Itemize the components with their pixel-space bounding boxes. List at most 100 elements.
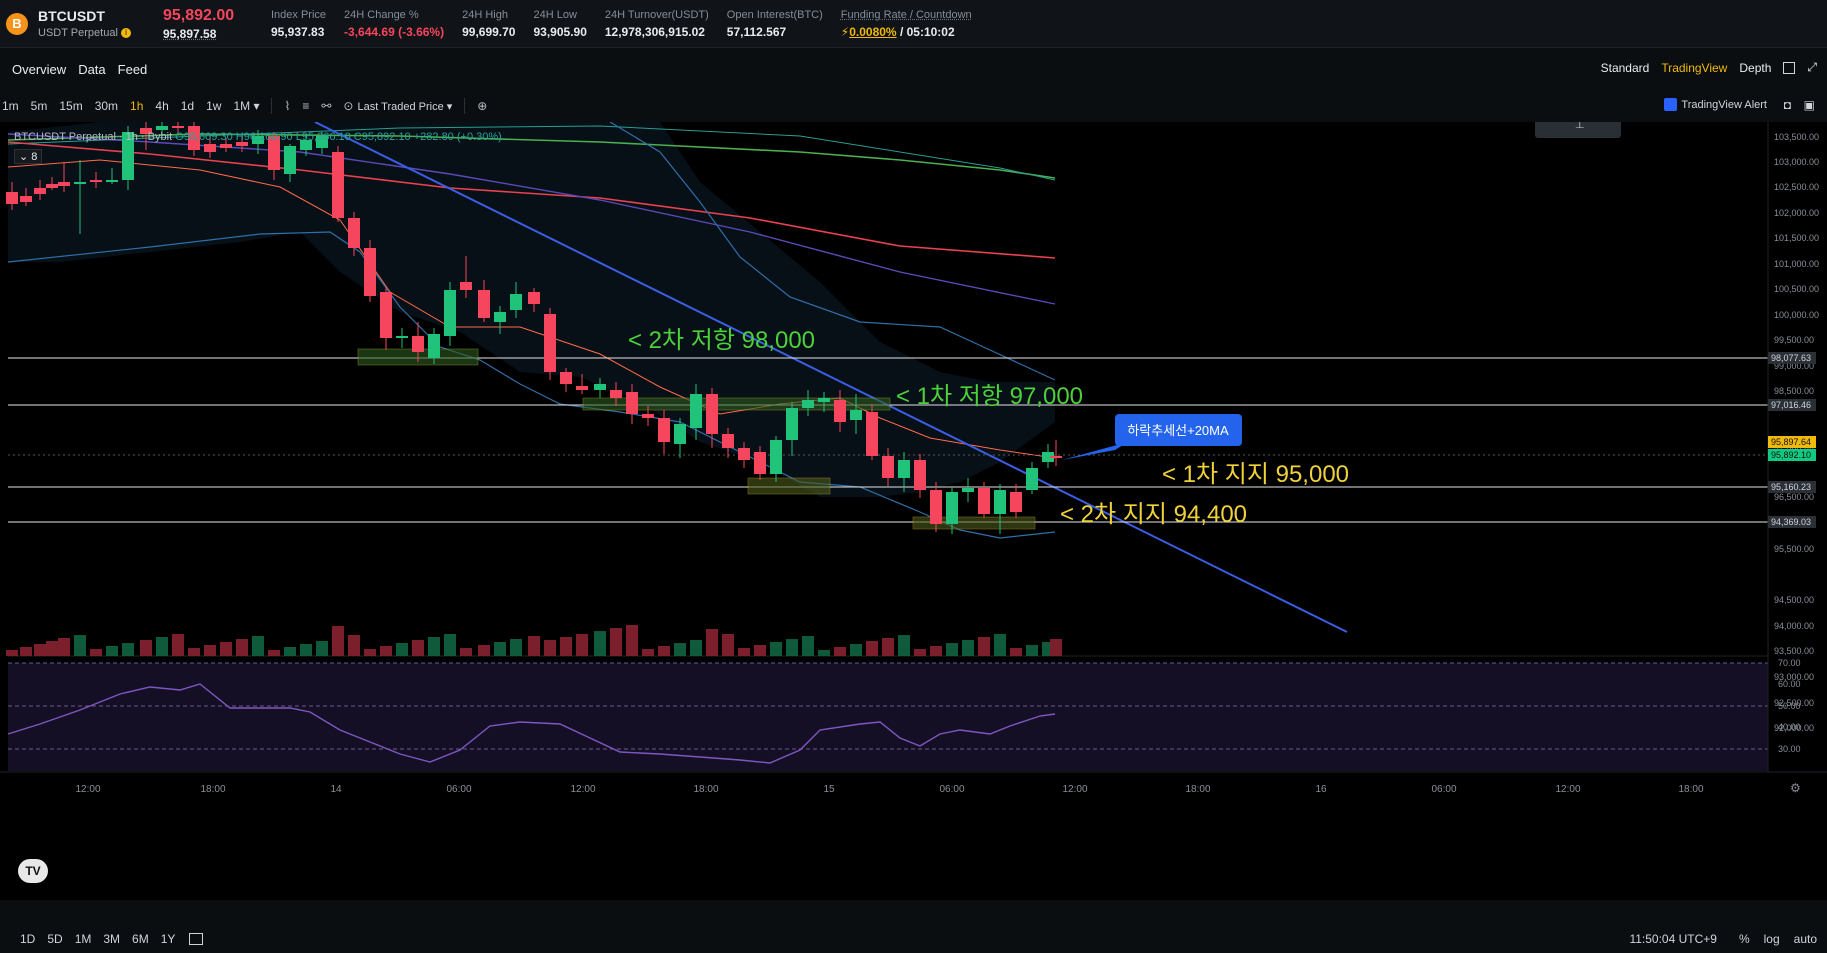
interval-1h[interactable]: 1h [130, 99, 144, 113]
divider [271, 98, 273, 114]
volume-bar [946, 643, 958, 656]
interval-1m[interactable]: 1m [2, 99, 19, 113]
candle-body [380, 292, 392, 338]
price-chart[interactable]: 103,500.00 103,000.00 102,500.00 102,000.00… [0, 106, 1827, 900]
range-1y[interactable]: 1Y [160, 932, 176, 946]
annotation-support-2: < 2차 지지 94,400 [1060, 501, 1247, 528]
candle-body [510, 294, 522, 310]
callout-trend-label: 하락추세선+20MA [1127, 423, 1229, 438]
price-tick-label: 101,500.00 [1774, 233, 1819, 243]
rsi-axis: 70.00 60.00 50.00 40.00 30.00 [1778, 658, 1801, 754]
mark-price[interactable]: 95,897.58 [163, 26, 217, 41]
ma-orange-line [7, 159, 1056, 459]
percent-toggle[interactable]: % [1738, 932, 1750, 946]
volume-bar [58, 638, 70, 656]
candle-body [460, 282, 472, 290]
time-tick-label: 15 [823, 784, 835, 795]
volume-bar [156, 637, 168, 656]
price-tick-label: 94,500.00 [1774, 595, 1814, 605]
candle-body [930, 490, 942, 524]
symbol-selector[interactable]: BTCUSDT USDT Perpetual i [38, 8, 153, 39]
fullscreen-icon[interactable]: ▣ [1803, 98, 1815, 112]
range-3m[interactable]: 3M [103, 932, 121, 946]
candle-body [898, 460, 910, 478]
range-6m[interactable]: 6M [132, 932, 149, 946]
candle-body [268, 136, 280, 170]
time-tick-label: 18:00 [1678, 784, 1703, 795]
interval-1M[interactable]: 1M ▾ [233, 99, 260, 113]
annotation-resistance-1: < 1차 저항 97,000 [896, 383, 1083, 410]
range-5d[interactable]: 5D [47, 932, 63, 946]
range-1d[interactable]: 1D [20, 932, 36, 946]
rsi-tick-label: 40.00 [1778, 722, 1801, 732]
price-source-icon[interactable]: ⊙ [343, 99, 354, 113]
tradingview-logo[interactable]: TV [18, 859, 48, 883]
bollinger-upper-line [609, 121, 1056, 381]
camera-icon[interactable]: ◘ [1783, 98, 1791, 112]
downtrend-line [314, 121, 1348, 633]
interval-5m[interactable]: 5m [30, 99, 48, 113]
price-tick-label: 102,000.00 [1774, 208, 1819, 218]
volume-bar [738, 648, 750, 656]
info-icon[interactable]: i [120, 28, 131, 39]
view-tradingview[interactable]: TradingView [1661, 60, 1728, 75]
volume-bar [994, 634, 1006, 656]
view-standard[interactable]: Standard [1600, 60, 1650, 75]
log-toggle[interactable]: log [1763, 932, 1780, 946]
interval-1d[interactable]: 1d [180, 99, 195, 113]
candle-body [1026, 468, 1038, 490]
interval-4h[interactable]: 4h [155, 99, 169, 113]
volume-bar [930, 646, 942, 656]
tradingview-alert-button[interactable]: TradingView Alert [1664, 98, 1767, 111]
candle-body [34, 188, 46, 194]
calendar-icon[interactable] [189, 933, 204, 945]
indicators-icon[interactable]: ≡ [302, 99, 310, 113]
candle-body [412, 336, 424, 352]
candle-body [172, 126, 184, 128]
tab-overview[interactable]: Overview [12, 61, 67, 77]
gear-icon[interactable]: ⚙ [1790, 781, 1801, 795]
candlestick-series [6, 122, 1062, 534]
candle-body [946, 492, 958, 524]
expand-icon[interactable]: ⤢ [1807, 60, 1817, 74]
time-axis[interactable]: 12:00 18:00 14 06:00 12:00 18:00 15 06:00 12:00 1… [75, 781, 1800, 795]
tab-data[interactable]: Data [78, 61, 106, 77]
price-axis[interactable]: 103,500.00 103,000.00 102,500.00 102,000.00… [1768, 132, 1819, 733]
candle-body [6, 192, 18, 204]
rsi-tick-label: 50.00 [1778, 701, 1801, 711]
chart-area[interactable]: 103,500.00 103,000.00 102,500.00 102,000.00… [0, 106, 1827, 900]
volume-bar [786, 639, 798, 656]
level-label: 98,077.63 [1771, 353, 1811, 363]
ma-red-line [7, 141, 1056, 259]
compare-icon[interactable]: ⚯ [321, 99, 332, 113]
auto-toggle[interactable]: auto [1793, 932, 1817, 946]
range-1m[interactable]: 1M [74, 932, 92, 946]
tab-feed[interactable]: Feed [117, 61, 148, 77]
ticker-header: B BTCUSDT USDT Perpetual i 95,892.00 95,… [0, 0, 1827, 48]
volume-bar [74, 635, 86, 656]
chart-type-icon[interactable]: ⌇ [284, 99, 291, 113]
time-tick-label: 18:00 [1185, 784, 1210, 795]
indicator-toggle[interactable]: ⌄ 8 [14, 149, 43, 164]
add-icon[interactable]: ⊕ [477, 99, 488, 113]
price-source-select[interactable]: Last Traded Price ▾ [357, 100, 453, 113]
candle-body [610, 390, 622, 398]
candle-body [770, 440, 782, 474]
callout-box [1115, 414, 1242, 446]
interval-1w[interactable]: 1w [206, 99, 222, 113]
candle-body [140, 128, 152, 134]
layout-icon[interactable] [1783, 61, 1796, 74]
candle-body [882, 456, 894, 478]
text-cursor-icon[interactable]: ⌶ [1575, 115, 1585, 132]
volume-bar [962, 640, 974, 656]
volume-bar [90, 649, 102, 656]
time-tick-label: 12:00 [1062, 784, 1087, 795]
interval-30m[interactable]: 30m [94, 99, 119, 113]
candle-body [560, 372, 572, 384]
interval-15m[interactable]: 15m [59, 99, 83, 113]
volume-bar [866, 641, 878, 656]
candle-body [642, 414, 654, 418]
funding-rate[interactable]: Funding Rate / Countdown ⚡0.0080% / 05:1… [841, 9, 972, 39]
price-tick-label: 92,000.00 [1774, 723, 1814, 733]
view-depth[interactable]: Depth [1739, 60, 1772, 75]
